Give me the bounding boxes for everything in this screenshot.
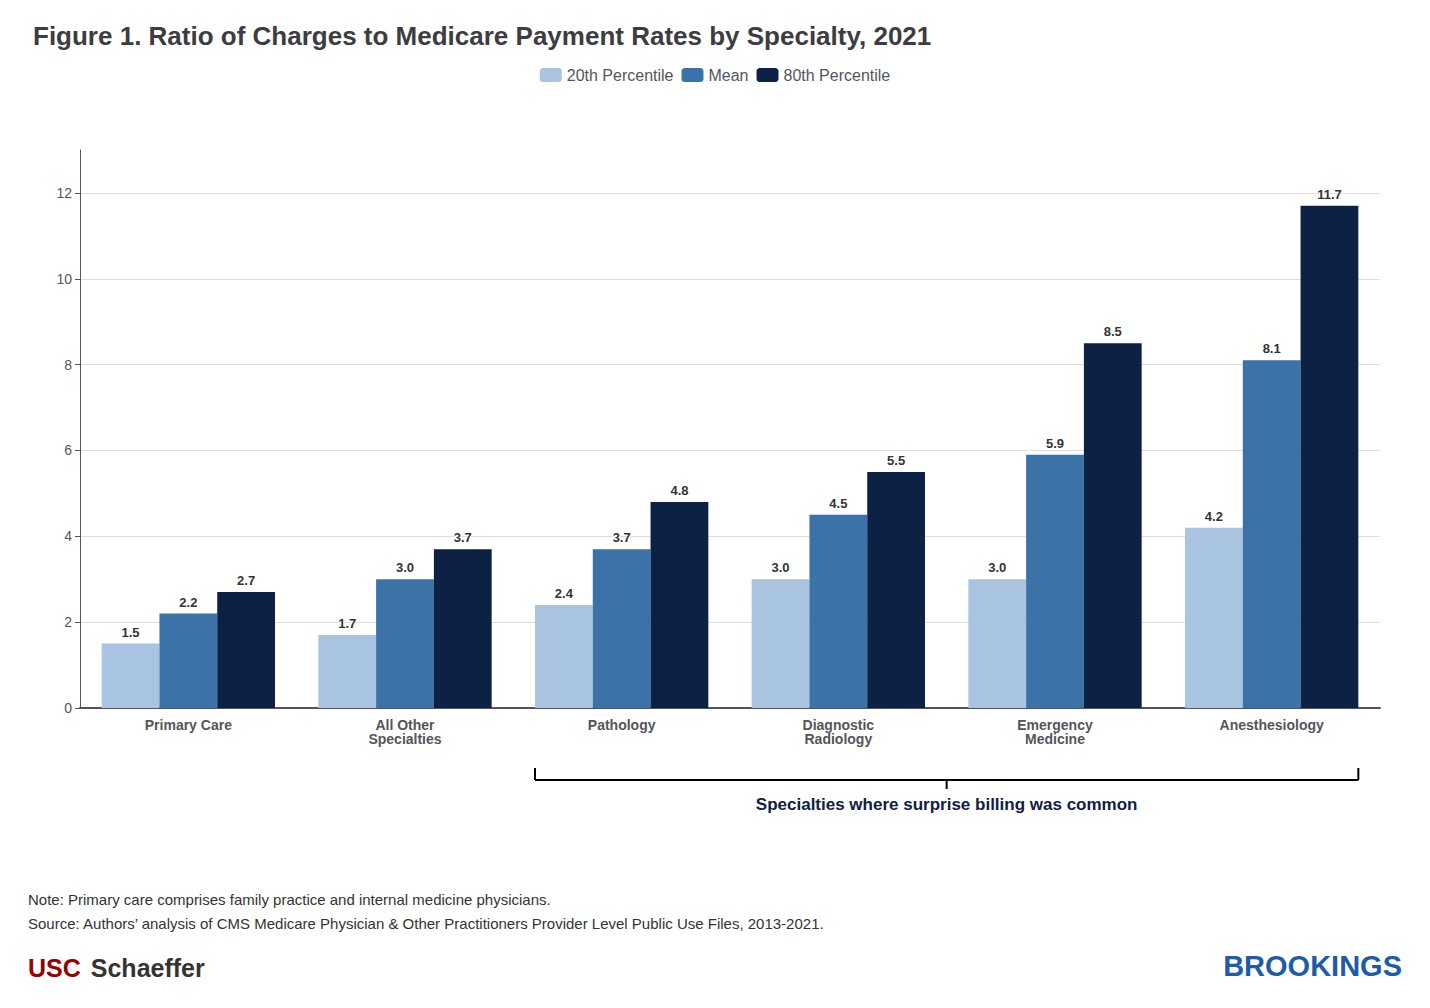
svg-text:Source: Authors’ analysis of C: Source: Authors’ analysis of CMS Medicar… xyxy=(28,915,824,932)
svg-text:Specialties: Specialties xyxy=(368,731,441,747)
svg-text:12: 12 xyxy=(56,185,72,201)
svg-text:3.7: 3.7 xyxy=(613,530,631,545)
svg-text:4.5: 4.5 xyxy=(829,496,847,511)
svg-text:4.2: 4.2 xyxy=(1205,509,1223,524)
svg-text:11.7: 11.7 xyxy=(1317,187,1342,202)
svg-text:80th Percentile: 80th Percentile xyxy=(784,67,891,84)
svg-text:3.0: 3.0 xyxy=(396,560,414,575)
svg-text:4: 4 xyxy=(64,528,72,544)
svg-text:Pathology: Pathology xyxy=(588,717,656,733)
svg-text:Schaeffer: Schaeffer xyxy=(91,954,205,982)
svg-text:Anesthesiology: Anesthesiology xyxy=(1220,717,1324,733)
svg-text:2.7: 2.7 xyxy=(237,573,255,588)
svg-text:10: 10 xyxy=(56,271,72,287)
svg-text:2.4: 2.4 xyxy=(555,586,574,601)
svg-text:Radiology: Radiology xyxy=(804,731,872,747)
svg-text:Medicine: Medicine xyxy=(1025,731,1085,747)
svg-text:3.0: 3.0 xyxy=(988,560,1006,575)
svg-text:Specialties where surprise bil: Specialties where surprise billing was c… xyxy=(756,795,1138,814)
svg-text:8: 8 xyxy=(64,357,72,373)
svg-text:2: 2 xyxy=(64,614,72,630)
svg-text:8.5: 8.5 xyxy=(1104,324,1122,339)
svg-text:1.7: 1.7 xyxy=(338,616,356,631)
svg-text:20th Percentile: 20th Percentile xyxy=(567,67,674,84)
svg-text:BROOKINGS: BROOKINGS xyxy=(1223,950,1402,982)
svg-text:3.0: 3.0 xyxy=(772,560,790,575)
svg-text:Mean: Mean xyxy=(708,67,748,84)
svg-text:USC: USC xyxy=(28,954,81,982)
svg-text:5.5: 5.5 xyxy=(887,453,905,468)
svg-text:8.1: 8.1 xyxy=(1263,341,1281,356)
svg-text:Figure 1. Ratio of Charges to: Figure 1. Ratio of Charges to Medicare P… xyxy=(33,21,931,51)
svg-text:Emergency: Emergency xyxy=(1017,717,1093,733)
svg-text:Note: Primary care comprises f: Note: Primary care comprises family prac… xyxy=(28,891,551,908)
svg-text:Primary Care: Primary Care xyxy=(145,717,232,733)
svg-text:1.5: 1.5 xyxy=(122,625,140,640)
svg-text:0: 0 xyxy=(64,700,72,716)
svg-text:Diagnostic: Diagnostic xyxy=(802,717,875,733)
svg-text:5.9: 5.9 xyxy=(1046,436,1064,451)
svg-text:2.2: 2.2 xyxy=(179,595,197,610)
svg-text:6: 6 xyxy=(64,442,72,458)
svg-text:4.8: 4.8 xyxy=(670,483,688,498)
svg-text:All Other: All Other xyxy=(375,717,435,733)
svg-text:3.7: 3.7 xyxy=(454,530,472,545)
